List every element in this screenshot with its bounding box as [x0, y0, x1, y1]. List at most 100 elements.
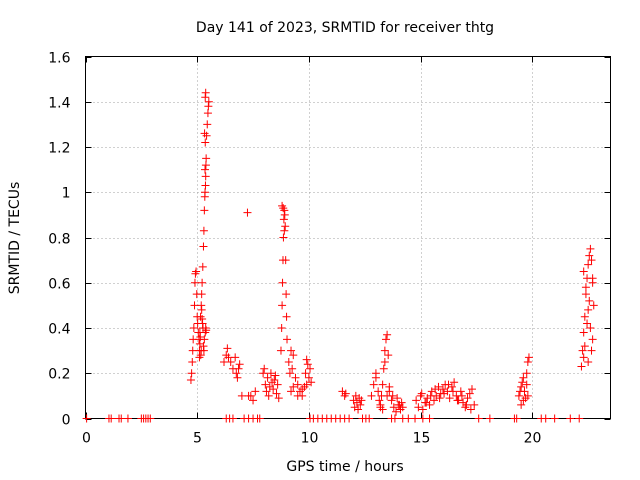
data-point: [519, 373, 528, 382]
data-point: [251, 387, 260, 396]
data-point: [107, 414, 116, 423]
data-point: [203, 120, 212, 129]
data-point: [450, 378, 459, 387]
data-point: [307, 378, 316, 387]
plot-frame: [85, 56, 611, 419]
data-point: [438, 385, 447, 394]
data-point: [260, 364, 269, 373]
data-point: [195, 328, 204, 337]
data-point: [188, 346, 197, 355]
data-point: [281, 222, 290, 231]
data-point: [263, 373, 272, 382]
data-point: [300, 382, 309, 391]
data-point: [380, 346, 389, 355]
data-point: [524, 353, 533, 362]
data-point: [298, 385, 307, 394]
data-point: [584, 260, 593, 269]
data-point: [578, 346, 587, 355]
data-point: [517, 382, 526, 391]
data-point: [354, 405, 363, 414]
data-point: [345, 414, 354, 423]
data-point: [430, 396, 439, 405]
data-point: [243, 208, 252, 217]
data-point: [246, 391, 255, 400]
data-point: [418, 414, 427, 423]
data-point: [365, 414, 374, 423]
data-point: [518, 378, 527, 387]
data-point: [369, 380, 378, 389]
data-point: [520, 387, 529, 396]
data-point: [586, 244, 595, 253]
data-point: [588, 274, 597, 283]
data-point: [541, 414, 550, 423]
data-point: [237, 391, 246, 400]
data-point: [201, 172, 210, 181]
data-point: [579, 267, 588, 276]
data-point: [566, 414, 575, 423]
data-point: [199, 342, 208, 351]
x-tick-label: 20: [524, 431, 542, 447]
data-point: [188, 357, 197, 366]
data-point: [261, 380, 270, 389]
data-point: [293, 380, 302, 389]
data-point: [449, 387, 457, 396]
tick-labels: 0 5 10 15 20 0 0.2 0.4 0.6 0.8 1 1.2 1.4 1.6: [48, 51, 541, 447]
data-point: [200, 206, 209, 215]
data-point: [485, 414, 494, 423]
data-point: [283, 335, 292, 344]
data-point: [371, 373, 380, 382]
data-point: [352, 398, 361, 407]
data-point: [389, 403, 398, 412]
data-point: [456, 387, 465, 396]
data-point: [302, 355, 311, 364]
data-point: [427, 387, 436, 396]
data-point: [195, 353, 204, 362]
data-point: [198, 278, 207, 287]
data-point: [467, 385, 476, 394]
data-point: [517, 400, 526, 409]
data-point: [350, 403, 359, 412]
data-point: [514, 391, 523, 400]
y-axis-label: SRMTID / TECUs: [7, 182, 23, 295]
y-tick-label: 0.2: [48, 367, 70, 383]
data-point: [577, 362, 586, 371]
data-point: [262, 387, 271, 396]
data-point: [264, 391, 273, 400]
data-point: [280, 210, 289, 219]
data-point: [202, 131, 211, 140]
data-point: [289, 351, 298, 360]
data-point: [200, 335, 209, 344]
data-point: [587, 346, 596, 355]
data-point: [234, 364, 243, 373]
data-point: [304, 373, 313, 382]
data-point: [272, 389, 281, 398]
data-point: [282, 290, 291, 299]
data-point: [425, 400, 434, 409]
data-point: [396, 405, 405, 414]
data-point: [192, 267, 201, 276]
data-point: [378, 380, 387, 389]
data-point: [463, 394, 472, 403]
data-point: [204, 97, 213, 106]
data-point: [293, 391, 302, 400]
data-point: [302, 380, 311, 389]
data-point: [268, 378, 277, 387]
data-point: [279, 204, 288, 213]
data-point: [232, 369, 241, 378]
data-point: [519, 396, 528, 405]
data-point: [414, 403, 423, 412]
data-point: [523, 391, 532, 400]
data-point: [279, 233, 288, 242]
data-point: [381, 335, 390, 344]
data-point: [356, 400, 365, 409]
data-point: [255, 414, 264, 423]
y-tick-label: 1.2: [48, 141, 70, 157]
data-point: [412, 396, 421, 405]
data-point: [279, 215, 288, 224]
data-point: [198, 314, 207, 323]
data-point: [422, 398, 431, 407]
data-point: [201, 181, 210, 190]
data-point: [385, 387, 394, 396]
data-point: [453, 396, 462, 405]
